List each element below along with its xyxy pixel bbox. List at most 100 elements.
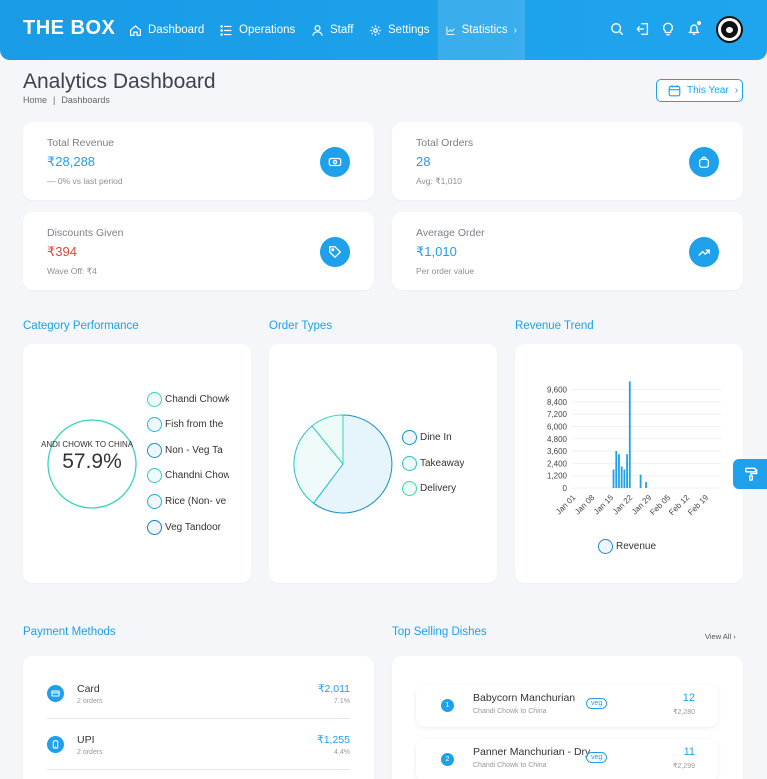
- order-type-legend-item[interactable]: Dine In: [402, 430, 452, 445]
- payment-orders: 2 orders: [77, 749, 103, 756]
- pie-slice-dine-in[interactable]: [312, 414, 393, 514]
- stat-card-total-revenue: Total Revenue ₹28,288 — 0% vs last perio…: [23, 122, 374, 200]
- avatar[interactable]: [716, 16, 743, 43]
- revenue-bar[interactable]: [626, 454, 628, 488]
- bag-icon: [689, 147, 719, 177]
- legend-dot-icon: [598, 539, 613, 554]
- divider: [47, 718, 350, 719]
- section-title-payment-methods: Payment Methods: [23, 626, 116, 638]
- y-tick-label: 9,600: [547, 386, 568, 395]
- notification-dot: [697, 21, 701, 25]
- chevron-right-icon: ›: [513, 24, 517, 36]
- chart-icon: [446, 26, 455, 35]
- category-performance-card: ANDI CHOWK TO CHINA 57.9% Chandi Chowk F…: [23, 344, 251, 583]
- stat-value: 28: [416, 154, 431, 169]
- dish-category: Chandi Chowk to China: [473, 762, 547, 769]
- dish-count: 11: [683, 746, 695, 758]
- dish-amount: ₹2,299: [673, 763, 695, 770]
- category-gauge: [47, 419, 137, 509]
- revenue-trend-chart: 9,600 8,400 7,200 6,000 4,800 3,600 2,400 1,200…: [547, 381, 721, 517]
- dish-item[interactable]: 1 Babycorn Manchurian Chandi Chowk to Ch…: [416, 685, 718, 727]
- y-tick-label: 2,400: [547, 459, 568, 468]
- x-tick-label: Jan 08: [573, 493, 597, 517]
- revenue-bar[interactable]: [623, 469, 626, 488]
- revenue-bar[interactable]: [615, 451, 618, 488]
- bell-icon[interactable]: [687, 22, 701, 36]
- stat-card-average-order: Average Order ₹1,010 Per order value: [392, 212, 743, 290]
- legend-dot-icon: [402, 481, 417, 496]
- revenue-bar[interactable]: [618, 454, 620, 488]
- paint-roller-icon: [745, 467, 758, 481]
- stat-value: ₹394: [47, 244, 77, 259]
- customizer-tab[interactable]: [733, 459, 767, 489]
- payment-amount: ₹1,255: [317, 734, 350, 746]
- page-title: Analytics Dashboard: [23, 70, 216, 93]
- nav-operations[interactable]: Operations: [220, 0, 295, 60]
- category-legend-item[interactable]: Veg Tandoor: [147, 520, 229, 535]
- category-legend-item[interactable]: Non - Veg Ta: [147, 443, 229, 458]
- category-legend-item[interactable]: Fish from the: [147, 417, 229, 432]
- top-navbar: THE BOX Dashboard Operations Staff Setti…: [0, 0, 767, 60]
- breadcrumb-home[interactable]: Home: [23, 95, 48, 105]
- legend-dot-icon: [147, 443, 162, 458]
- logout-icon[interactable]: [636, 22, 650, 36]
- revenue-bar[interactable]: [620, 466, 623, 488]
- nav-statistics[interactable]: Statistics ›: [438, 0, 525, 60]
- x-tick-label: Jan 15: [592, 493, 616, 517]
- order-type-legend-item[interactable]: Takeaway: [402, 456, 464, 471]
- x-tick-label: Jan 22: [611, 493, 635, 517]
- category-legend-item[interactable]: Chandi Chowk: [147, 392, 229, 407]
- dish-item[interactable]: 2 Panner Manchurian - Dry Chandi Chowk t…: [416, 739, 718, 779]
- revenue-bar[interactable]: [645, 481, 647, 488]
- lightbulb-icon[interactable]: [661, 22, 675, 36]
- veg-badge: veg: [586, 698, 608, 709]
- breadcrumb: Home | Dashboards: [23, 95, 110, 105]
- user-icon: [312, 24, 323, 36]
- date-range-button[interactable]: This Year ›: [656, 79, 743, 102]
- nav-dashboard[interactable]: Dashboard: [129, 0, 204, 60]
- view-all-link[interactable]: View All ›: [705, 632, 736, 641]
- breadcrumb-separator: |: [53, 95, 56, 105]
- payment-name: UPI: [77, 734, 95, 746]
- revenue-trend-card: 9,600 8,400 7,200 6,000 4,800 3,600 2,400 1,200…: [515, 344, 743, 583]
- brand-logo[interactable]: THE BOX: [23, 17, 116, 39]
- stat-card-discounts: Discounts Given ₹394 Wave Off: ₹4: [23, 212, 374, 290]
- revenue-legend-item[interactable]: Revenue: [598, 539, 656, 554]
- dish-category: Chandi Chowk to China: [473, 708, 547, 715]
- payment-percent: 4.4%: [334, 749, 350, 756]
- section-title-order-types: Order Types: [269, 320, 333, 332]
- nav-staff[interactable]: Staff: [311, 0, 353, 60]
- stat-value: ₹28,288: [47, 154, 96, 169]
- y-tick-label: 1,200: [547, 472, 568, 481]
- dish-amount: ₹2,280: [673, 709, 695, 716]
- section-title-revenue-trend: Revenue Trend: [515, 320, 594, 332]
- payment-methods-card: Card 2 orders ₹2,011 7.1% UPI 2 orders ₹…: [23, 656, 374, 779]
- revenue-bar[interactable]: [628, 381, 631, 488]
- search-icon[interactable]: [610, 22, 624, 36]
- chevron-right-icon: ›: [734, 85, 739, 96]
- y-tick-label: 4,800: [547, 435, 568, 444]
- pie-slice-takeaway[interactable]: [293, 425, 344, 504]
- veg-badge: veg: [586, 752, 608, 763]
- legend-dot-icon: [147, 520, 162, 535]
- stat-card-total-orders: Total Orders 28 Avg: ₹1,010: [392, 122, 743, 200]
- order-type-legend-item[interactable]: Delivery: [402, 481, 456, 496]
- y-tick-label: 8,400: [547, 398, 568, 407]
- revenue-bar[interactable]: [639, 474, 642, 488]
- category-legend-item[interactable]: Rice (Non- ve: [147, 494, 229, 509]
- payment-name: Card: [77, 683, 100, 695]
- section-title-category: Category Performance: [23, 320, 139, 332]
- rank-badge: 2: [441, 753, 454, 766]
- dish-name: Babycorn Manchurian: [473, 692, 576, 704]
- legend-dot-icon: [402, 456, 417, 471]
- payment-percent: 7.1%: [334, 698, 350, 705]
- revenue-bar[interactable]: [612, 469, 615, 488]
- breadcrumb-dashboards[interactable]: Dashboards: [61, 95, 110, 105]
- category-legend-item[interactable]: Chandni Chow: [147, 468, 229, 483]
- pie-slice-delivery[interactable]: [311, 414, 344, 466]
- legend-dot-icon: [147, 468, 162, 483]
- y-tick-label: 3,600: [547, 447, 568, 456]
- nav-settings[interactable]: Settings: [369, 0, 430, 60]
- avatar-face-icon: [721, 21, 738, 38]
- cash-icon: [320, 147, 350, 177]
